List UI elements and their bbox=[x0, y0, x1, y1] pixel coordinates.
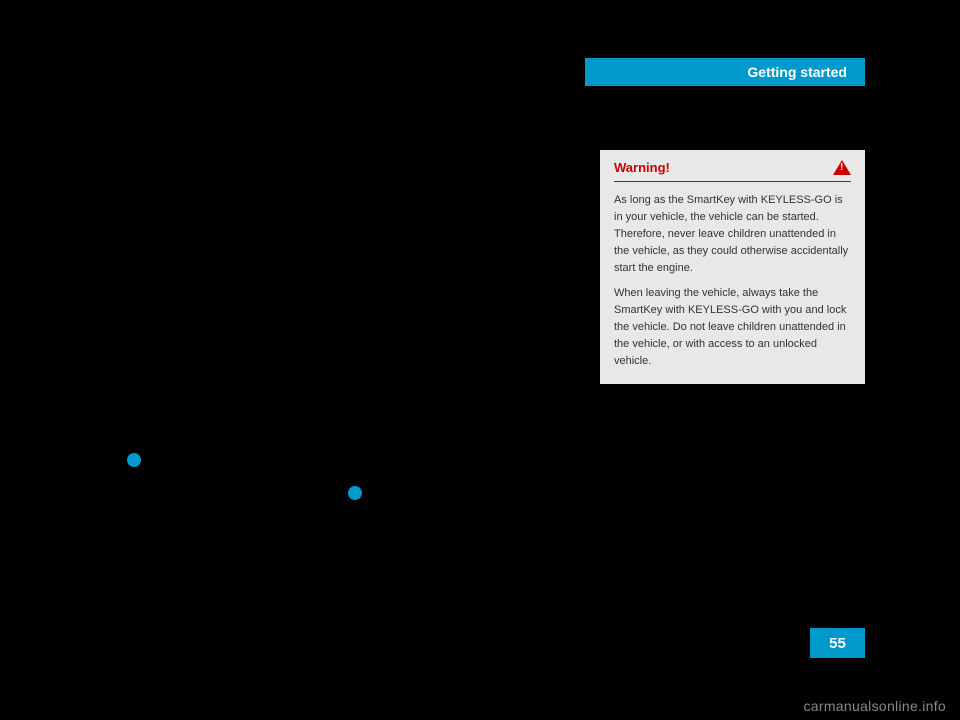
page-number-box: 55 bbox=[810, 628, 865, 658]
section-header-bar: Getting started bbox=[585, 58, 865, 86]
warning-header: Warning! bbox=[614, 160, 851, 182]
warning-triangle-icon bbox=[833, 160, 851, 175]
bullet-dot-icon bbox=[127, 453, 141, 467]
warning-title: Warning! bbox=[614, 160, 670, 175]
warning-callout: Warning! As long as the SmartKey with KE… bbox=[600, 150, 865, 384]
section-title: Getting started bbox=[747, 64, 847, 80]
watermark-text: carmanualsonline.info bbox=[804, 698, 947, 714]
warning-paragraph: When leaving the vehicle, always take th… bbox=[614, 285, 851, 370]
warning-paragraph: As long as the SmartKey with KEYLESS-GO … bbox=[614, 192, 851, 277]
page-number: 55 bbox=[829, 635, 846, 652]
warning-body: As long as the SmartKey with KEYLESS-GO … bbox=[614, 192, 851, 370]
bullet-dot-icon bbox=[348, 486, 362, 500]
